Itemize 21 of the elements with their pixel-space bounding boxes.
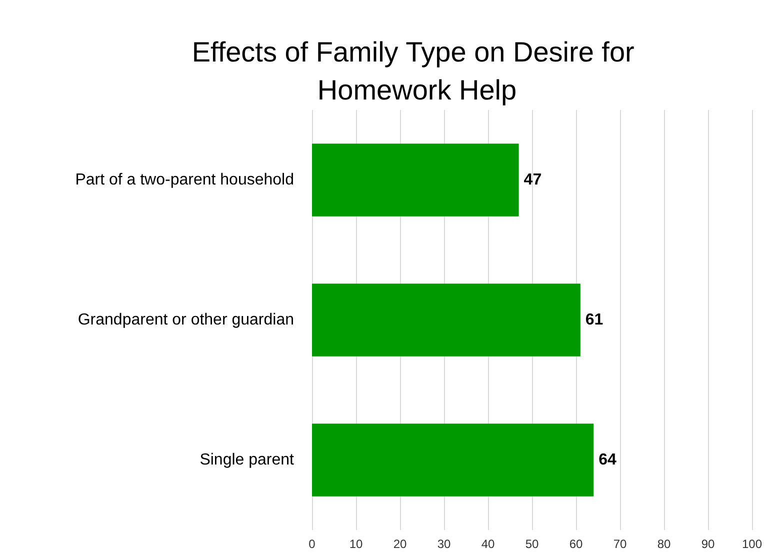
x-tick-label: 50 [525, 537, 539, 551]
bar [312, 144, 519, 216]
x-tick-label: 20 [393, 537, 407, 551]
chart-title: Effects of Family Type on Desire for Homework Help [192, 36, 642, 106]
x-tick-label: 70 [613, 537, 627, 551]
x-tick-label: 100 [742, 537, 762, 551]
x-tick-label: 60 [569, 537, 583, 551]
data-label: 61 [585, 312, 604, 328]
bar [312, 424, 594, 496]
y-tick-label: Grandparent or other guardian [78, 312, 294, 328]
y-tick-label: Part of a two-parent household [75, 172, 294, 188]
x-tick-label: 10 [349, 537, 363, 551]
bar [312, 284, 580, 356]
x-tick-label: 30 [437, 537, 451, 551]
y-tick-label: Single parent [200, 452, 295, 468]
x-tick-label: 80 [657, 537, 671, 551]
x-tick-label: 90 [701, 537, 715, 551]
x-tick-label: 0 [308, 537, 316, 551]
x-tick-label: 40 [481, 537, 495, 551]
data-label: 64 [598, 452, 616, 468]
data-label: 47 [524, 172, 542, 188]
